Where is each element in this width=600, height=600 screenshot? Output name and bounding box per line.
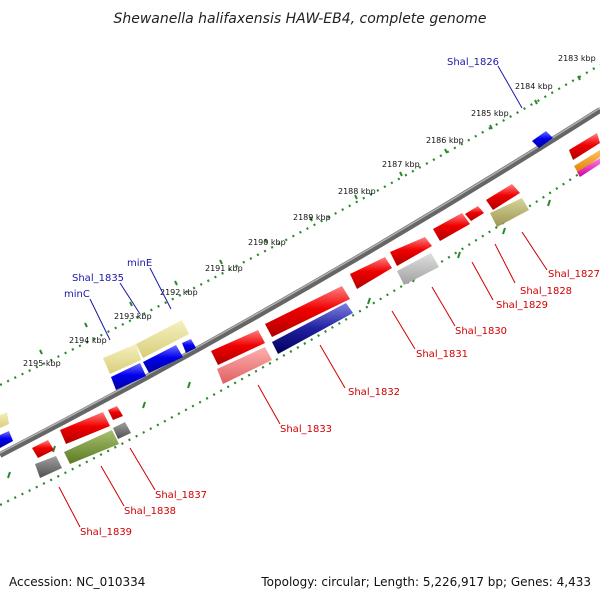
- gene-arrow: [64, 430, 119, 464]
- scale-label: 2188 kbp: [338, 187, 376, 196]
- gene-arrow: [265, 286, 350, 337]
- scale-labels: 2183 kbp 2184 kbp 2185 kbp 2186 kbp 2187…: [23, 54, 596, 368]
- gene-label: minC: [64, 289, 90, 300]
- scale-label: 2194 kbp: [69, 336, 107, 345]
- upper-leader-lines: [89, 65, 523, 341]
- gene-arrow: [350, 257, 392, 289]
- genome-summary-text: Topology: circular; Length: 5,226,917 bp…: [260, 575, 591, 589]
- scale-label: 2185 kbp: [471, 109, 509, 118]
- gene-arrow: [32, 440, 54, 458]
- scale-label: 2186 kbp: [426, 136, 464, 145]
- gene-arrow: [433, 213, 470, 241]
- gene-label: Shal_1832: [348, 387, 400, 398]
- gene-arrow: [182, 339, 196, 353]
- gene-label: Shal_1830: [455, 326, 507, 337]
- scale-label: 2189 kbp: [293, 213, 331, 222]
- accession-text: Accession: NC_010334: [9, 575, 145, 589]
- gene-label: Shal_1829: [496, 300, 548, 311]
- gene-arrow: [465, 206, 484, 221]
- scale-label: 2191 kbp: [205, 264, 243, 273]
- gene-arrow: [569, 133, 600, 160]
- lower-gene-labels: Shal_1827 Shal_1828 Shal_1829 Shal_1830 …: [80, 269, 600, 538]
- gene-label: Shal_1835: [72, 273, 124, 284]
- scale-label: 2192 kbp: [160, 288, 198, 297]
- gene-arrow: [390, 237, 432, 266]
- gene-arrow: [113, 422, 131, 439]
- gene-arrow: [217, 347, 272, 384]
- gene-label: Shal_1831: [416, 349, 468, 360]
- gene-label: Shal_1826: [447, 57, 499, 68]
- gene-arrow: [0, 431, 13, 448]
- outer-major-ticks: [39, 75, 581, 355]
- genome-backbone-highlight: [0, 107, 600, 454]
- forward-strand-genes: [0, 131, 600, 458]
- scale-label: 2190 kbp: [248, 238, 286, 247]
- scale-label: 2193 kbp: [114, 312, 152, 321]
- scale-label: 2183 kbp: [558, 54, 596, 63]
- gene-arrow: [272, 303, 353, 354]
- gene-label: Shal_1827: [548, 269, 600, 280]
- genome-backbone: [0, 107, 600, 458]
- gene-arrow: [143, 345, 183, 373]
- map-title: Shewanella halifaxensis HAW-EB4, complet…: [113, 11, 486, 27]
- scale-label: 2184 kbp: [515, 82, 553, 91]
- gene-arrow: [532, 131, 553, 148]
- gene-arrow: [211, 330, 265, 365]
- gene-arrow: [577, 158, 600, 177]
- gene-arrow: [108, 406, 123, 420]
- lower-leader-lines: [58, 231, 548, 528]
- reverse-strand-genes: [35, 198, 529, 478]
- gene-arrow: [136, 320, 189, 358]
- gene-label: Shal_1838: [124, 506, 176, 517]
- outer-tick-ring: [0, 64, 600, 386]
- gene-arrow: [486, 184, 520, 210]
- gene-arrow: [60, 412, 110, 444]
- gene-arrow: [103, 344, 141, 374]
- gene-label: Shal_1833: [280, 424, 332, 435]
- upper-gene-labels: Shal_1826 minE Shal_1835 minC: [64, 57, 499, 300]
- scale-label: 2195 kbp: [23, 359, 61, 368]
- gene-arrow: [111, 363, 146, 390]
- gene-label: Shal_1839: [80, 527, 132, 538]
- gene-label: minE: [127, 258, 152, 269]
- gene-arrow: [35, 456, 62, 478]
- gene-arrow: [490, 198, 529, 227]
- gene-arrow: [397, 253, 439, 285]
- scale-label: 2187 kbp: [382, 160, 420, 169]
- gene-arrow: [0, 412, 9, 428]
- gene-arrow: [574, 150, 600, 173]
- gene-label: Shal_1837: [155, 490, 207, 501]
- gene-label: Shal_1828: [520, 286, 572, 297]
